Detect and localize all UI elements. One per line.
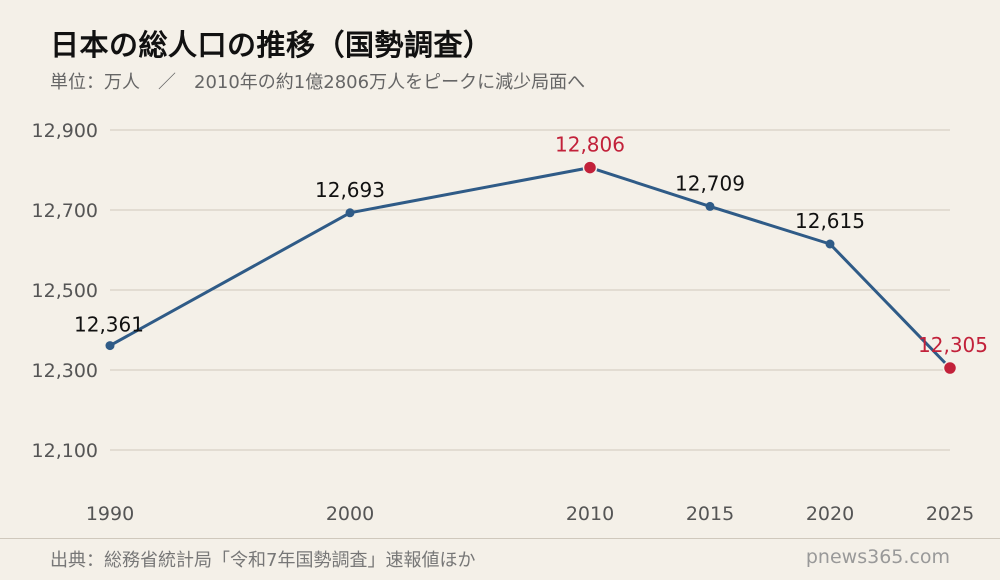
data-point (345, 208, 355, 218)
chart-subtitle: 単位：万人 ／ 2010年の約1億2806万人をピークに減少局面へ (50, 72, 586, 93)
grid-layer (110, 129, 950, 451)
y-tick-label: 12,700 (32, 200, 98, 222)
source-note: 出典：総務省統計局「令和7年国勢調査」速報値ほか (50, 550, 476, 571)
chart-title: 日本の総人口の推移（国勢調査） (50, 28, 493, 62)
x-tick-label: 2000 (326, 503, 374, 525)
data-point (105, 341, 115, 351)
data-point-highlight (942, 360, 958, 376)
data-label: 12,693 (315, 178, 385, 202)
data-label: 12,709 (675, 171, 745, 195)
data-point-highlight (582, 160, 598, 175)
x-tick-label: 2020 (806, 503, 854, 525)
y-axis-ticks: 12,100 12,300 12,500 12,700 12,900 (32, 120, 98, 462)
y-tick-label: 12,300 (32, 360, 98, 382)
y-tick-label: 12,900 (32, 120, 98, 142)
data-point (705, 201, 715, 211)
data-label: 12,615 (795, 209, 865, 233)
data-label: 12,806 (555, 133, 625, 157)
x-tick-label: 2015 (686, 503, 734, 525)
x-tick-label: 2010 (566, 503, 614, 525)
x-tick-label: 1990 (86, 503, 134, 525)
data-points-layer (105, 160, 958, 376)
series-line (108, 166, 952, 370)
data-label: 12,361 (74, 313, 144, 337)
series-line-layer (108, 166, 952, 370)
data-label: 12,305 (918, 333, 988, 357)
site-brand: pnews365.com (805, 546, 950, 568)
y-tick-label: 12,500 (32, 280, 98, 302)
x-tick-label: 2025 (926, 503, 974, 525)
data-point (825, 239, 835, 249)
footer-divider (0, 538, 1000, 539)
y-tick-label: 12,100 (32, 440, 98, 462)
x-axis-ticks: 1990 2000 2010 2015 2020 2025 (86, 503, 974, 525)
data-labels-layer: 12,361 12,693 12,806 12,709 12,615 12,305 (74, 133, 988, 357)
